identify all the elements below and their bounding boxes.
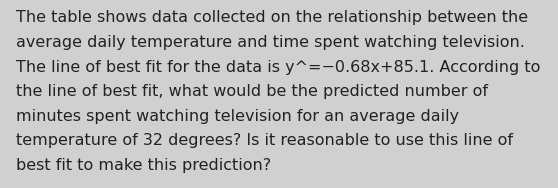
Text: the line of best fit, what would be the predicted number of: the line of best fit, what would be the …: [16, 84, 488, 99]
Text: The line of best fit for the data is y^=−0.68x+85.1. According to: The line of best fit for the data is y^=…: [16, 60, 540, 75]
Text: The table shows data collected on the relationship between the: The table shows data collected on the re…: [16, 10, 528, 25]
Text: best fit to make this prediction?: best fit to make this prediction?: [16, 158, 271, 173]
Text: minutes spent watching television for an average daily: minutes spent watching television for an…: [16, 109, 459, 124]
Text: average daily temperature and time spent watching television.: average daily temperature and time spent…: [16, 35, 525, 50]
Text: temperature of 32 degrees? Is it reasonable to use this line of: temperature of 32 degrees? Is it reasona…: [16, 133, 513, 149]
